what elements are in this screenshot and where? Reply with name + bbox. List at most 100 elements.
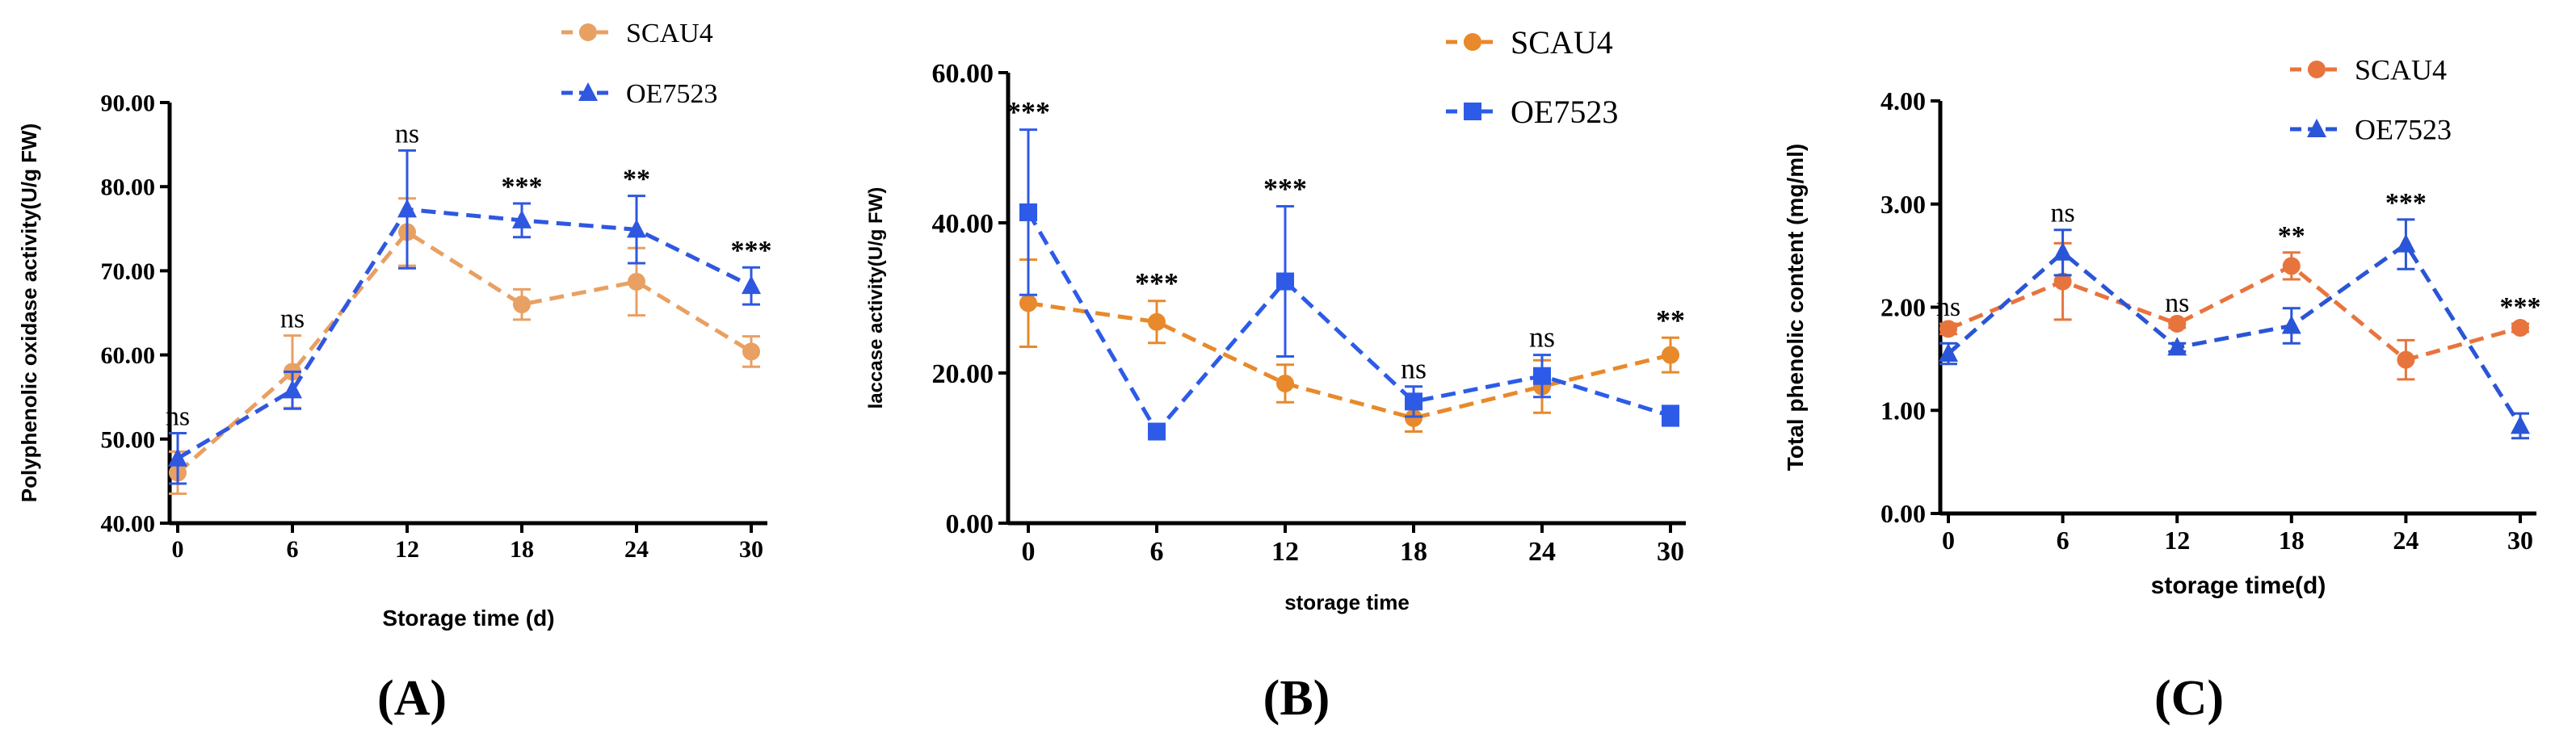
x-tick-label: 0 [1942,526,1955,555]
significance-label: *** [1135,267,1179,300]
data-point [1939,342,1958,362]
data-point [2511,319,2529,337]
y-axis-label: Polyphenolic oxidase activity(U/g FW) [17,124,41,503]
x-tick-label: 0 [1022,537,1036,567]
x-tick-label: 6 [287,536,299,563]
x-tick-label: 24 [2393,526,2418,555]
x-axis-label: Storage time (d) [382,606,554,631]
data-point [1276,272,1294,291]
data-point [1148,422,1166,441]
data-point [1939,320,1957,338]
data-point [742,275,761,295]
data-point [1662,407,1679,425]
x-axis-label: storage time [1284,590,1410,614]
data-point [2053,241,2073,261]
legend-label: OE7523 [2355,114,2452,146]
panel-label: (B) [1263,671,1330,726]
legend-label: OE7523 [626,79,717,109]
data-point [1533,367,1551,385]
y-axis-label: Total phenolic content (mg/ml) [1783,144,1808,471]
legend-marker [578,82,598,101]
y-tick-label: 40.00 [932,209,994,239]
y-axis-label: laccase activity(U/g FW) [865,187,887,409]
y-tick-label: 60.00 [101,342,156,369]
y-tick-label: 80.00 [101,174,156,201]
legend-marker [1464,103,1481,120]
significance-label: ns [1401,353,1427,385]
legend-label: SCAU4 [2355,54,2447,86]
panel-b: 0.00 20.00 40.00 60.00 0 6 12 18 24 30 storage tim… [865,24,1686,726]
significance-label: *** [502,172,543,202]
y-tick-label: 1.00 [1881,396,1926,425]
y-tick-label: 0.00 [1881,499,1926,528]
panel-c: 0.00 1.00 2.00 3.00 4.00 0 6 12 18 24 30 storage ti… [1783,54,2541,726]
significance-label: *** [2385,188,2427,218]
data-point [627,219,646,238]
data-point [1276,375,1294,393]
x-tick-label: 30 [739,536,763,563]
panel-label: (C) [2154,671,2224,726]
y-tick-label: 40.00 [101,511,156,538]
data-point [1405,409,1422,427]
y-tick-label: 60.00 [932,59,994,89]
data-point [513,295,531,314]
y-tick-label: 90.00 [101,90,156,117]
y-tick-label: 50.00 [101,426,156,453]
significance-label: ns [2165,288,2189,318]
data-point [2282,257,2301,275]
panel-label: (A) [377,671,447,726]
significance-label: ns [1936,292,1960,322]
series-line-SCAU4 [1027,301,1671,421]
legend-marker [2307,119,2326,137]
data-point [1019,294,1037,312]
data-point [742,342,760,361]
x-tick-label: 18 [1400,537,1427,567]
data-point [512,209,532,228]
significance-label: *** [1006,96,1050,128]
significance-label: ns [2050,199,2074,228]
data-point [1405,392,1422,411]
data-point [2053,272,2072,291]
y-tick-label: 70.00 [101,258,156,285]
significance-label: *** [731,236,772,266]
significance-label: ns [1529,321,1555,354]
series-line-SCAU4 [176,229,753,475]
y-tick-label: 4.00 [1881,86,1926,115]
x-tick-label: 12 [2164,526,2190,555]
significance-label: ** [623,165,650,195]
y-tick-label: 0.00 [946,509,994,539]
data-point [283,379,302,399]
significance-label: ns [166,402,190,432]
data-point [2511,415,2530,434]
x-tick-label: 30 [1657,537,1684,567]
x-tick-label: 24 [624,536,649,563]
x-tick-label: 18 [510,536,534,563]
data-point [628,272,645,291]
data-point [397,199,417,218]
data-point [2281,315,2301,334]
data-point [2167,337,2187,356]
data-point [2397,350,2415,369]
data-point [2168,314,2187,333]
significance-label: ns [280,304,305,334]
legend-label: SCAU4 [1511,24,1613,61]
y-tick-label: 3.00 [1881,190,1926,219]
series-line-SCAU4 [1948,263,2521,363]
series-line-OE7523 [176,207,753,460]
legend-marker [2308,61,2326,78]
data-point [2396,233,2416,253]
data-point [1148,312,1166,331]
data-point [1662,346,1679,364]
x-tick-label: 12 [395,536,419,563]
significance-label: ns [395,119,419,149]
x-tick-label: 12 [1271,537,1299,567]
x-tick-label: 24 [1528,537,1556,567]
legend-label: OE7523 [1511,94,1618,130]
x-tick-label: 30 [2507,526,2533,555]
y-tick-label: 2.00 [1881,293,1926,322]
x-tick-label: 18 [2279,526,2305,555]
series-line-OE7523 [1947,241,2523,427]
significance-label: *** [2500,292,2541,322]
x-tick-label: 0 [172,536,184,563]
